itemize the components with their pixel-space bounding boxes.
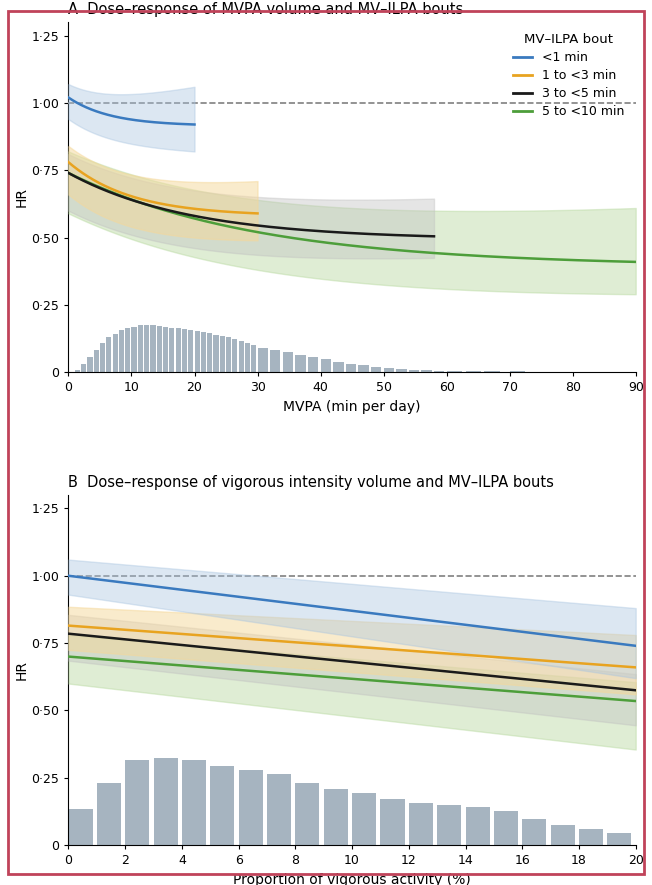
Bar	[494, 811, 518, 845]
X-axis label: MVPA (min per day): MVPA (min per day)	[284, 400, 421, 414]
Bar	[113, 334, 118, 373]
Bar	[550, 825, 574, 845]
Bar	[409, 370, 419, 373]
Bar	[213, 335, 218, 373]
Bar	[421, 370, 432, 373]
Bar	[68, 809, 93, 845]
Bar	[81, 365, 86, 373]
Bar	[323, 789, 348, 845]
Bar	[170, 327, 175, 373]
Bar	[144, 325, 149, 373]
Bar	[201, 332, 206, 373]
Bar	[396, 369, 407, 373]
Bar	[232, 339, 237, 373]
Bar	[608, 833, 631, 845]
Y-axis label: HR: HR	[14, 188, 29, 207]
X-axis label: Proportion of vigorous activity (%): Proportion of vigorous activity (%)	[233, 873, 471, 885]
Bar	[383, 368, 394, 373]
Bar	[188, 330, 194, 373]
Bar	[346, 364, 356, 373]
Bar	[510, 372, 525, 373]
Bar	[106, 337, 111, 373]
Bar	[132, 327, 137, 373]
Bar	[119, 330, 124, 373]
Y-axis label: HR: HR	[14, 660, 29, 680]
Bar	[154, 758, 177, 845]
Bar	[359, 366, 369, 373]
Bar	[371, 367, 381, 373]
Bar	[251, 345, 256, 373]
Bar	[94, 350, 99, 373]
Bar	[522, 819, 546, 845]
Bar	[239, 341, 244, 373]
Bar	[151, 326, 156, 373]
Legend: <1 min, 1 to <3 min, 3 to <5 min, 5 to <10 min: <1 min, 1 to <3 min, 3 to <5 min, 5 to <…	[509, 28, 629, 123]
Bar	[579, 829, 603, 845]
Bar	[270, 350, 280, 373]
Bar	[258, 348, 268, 373]
Text: B  Dose–response of vigorous intensity volume and MV–ILPA bouts: B Dose–response of vigorous intensity vo…	[68, 474, 554, 489]
Bar	[87, 358, 93, 373]
Bar	[466, 372, 481, 373]
Bar	[220, 335, 225, 373]
Bar	[352, 793, 376, 845]
Bar	[100, 342, 105, 373]
Bar	[409, 803, 433, 845]
Bar	[380, 798, 404, 845]
Bar	[484, 372, 500, 373]
Bar	[163, 327, 168, 373]
Bar	[239, 771, 263, 845]
Bar	[466, 807, 490, 845]
Bar	[194, 331, 200, 373]
Bar	[138, 325, 143, 373]
Bar	[96, 782, 121, 845]
Bar	[207, 333, 213, 373]
Bar	[245, 343, 250, 373]
Bar	[75, 370, 80, 373]
Bar	[295, 782, 319, 845]
Bar	[283, 352, 293, 373]
Text: A  Dose–response of MVPA volume and MV–ILPA bouts: A Dose–response of MVPA volume and MV–IL…	[68, 2, 464, 17]
Bar	[182, 329, 187, 373]
Bar	[447, 371, 462, 373]
Bar	[156, 326, 162, 373]
Bar	[267, 774, 291, 845]
Bar	[434, 371, 445, 373]
Bar	[295, 355, 306, 373]
Bar	[333, 362, 344, 373]
Bar	[125, 328, 130, 373]
Bar	[321, 359, 331, 373]
Bar	[182, 760, 206, 845]
Bar	[308, 358, 318, 373]
Bar	[210, 766, 234, 845]
Bar	[226, 337, 231, 373]
Bar	[437, 804, 461, 845]
Bar	[636, 837, 652, 845]
Bar	[175, 328, 181, 373]
Bar	[125, 760, 149, 845]
